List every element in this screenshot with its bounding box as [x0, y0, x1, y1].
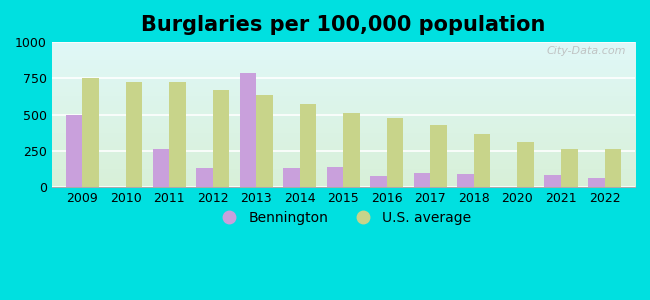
Bar [474, 134, 491, 187]
Bar [66, 115, 82, 187]
Bar [283, 167, 300, 187]
Bar [169, 82, 186, 187]
Bar [458, 174, 474, 187]
Bar [82, 78, 99, 187]
Bar [240, 73, 256, 187]
Bar [343, 113, 360, 187]
Text: City-Data.com: City-Data.com [547, 46, 626, 56]
Bar [561, 149, 578, 187]
Bar [545, 175, 561, 187]
Bar [256, 95, 273, 187]
Bar [588, 178, 604, 187]
Bar [430, 125, 447, 187]
Bar [370, 176, 387, 187]
Bar [517, 142, 534, 187]
Bar [213, 90, 229, 187]
Bar [153, 149, 169, 187]
Title: Burglaries per 100,000 population: Burglaries per 100,000 population [141, 15, 545, 35]
Bar [327, 167, 343, 187]
Bar [196, 167, 213, 187]
Legend: Bennington, U.S. average: Bennington, U.S. average [209, 206, 477, 231]
Bar [125, 82, 142, 187]
Bar [387, 118, 404, 187]
Bar [414, 172, 430, 187]
Bar [300, 104, 317, 187]
Bar [604, 149, 621, 187]
